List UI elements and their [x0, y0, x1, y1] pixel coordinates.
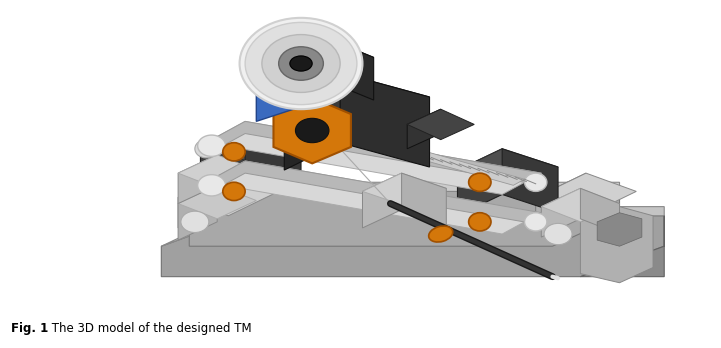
Ellipse shape — [262, 34, 340, 93]
Polygon shape — [162, 207, 664, 246]
Polygon shape — [457, 149, 558, 188]
Polygon shape — [284, 39, 329, 106]
Polygon shape — [189, 191, 619, 246]
Polygon shape — [329, 127, 524, 185]
Ellipse shape — [290, 56, 312, 71]
Ellipse shape — [524, 213, 547, 231]
Ellipse shape — [469, 213, 491, 231]
Polygon shape — [363, 173, 402, 228]
Ellipse shape — [278, 47, 324, 80]
Polygon shape — [206, 161, 541, 225]
Polygon shape — [162, 216, 664, 277]
Ellipse shape — [239, 18, 363, 109]
Polygon shape — [580, 188, 619, 234]
Polygon shape — [257, 70, 312, 121]
Ellipse shape — [195, 140, 217, 158]
Ellipse shape — [223, 182, 245, 200]
Polygon shape — [502, 149, 558, 213]
Polygon shape — [536, 173, 637, 216]
Polygon shape — [580, 207, 653, 283]
Polygon shape — [206, 121, 541, 195]
Polygon shape — [178, 173, 229, 228]
Polygon shape — [178, 185, 257, 219]
Polygon shape — [178, 185, 217, 240]
Polygon shape — [363, 173, 446, 207]
Polygon shape — [541, 188, 580, 237]
Polygon shape — [340, 73, 430, 167]
Polygon shape — [407, 109, 441, 149]
Polygon shape — [536, 173, 586, 228]
Polygon shape — [284, 73, 340, 170]
Text: The 3D model of the designed TM: The 3D model of the designed TM — [48, 322, 252, 335]
Polygon shape — [597, 213, 642, 246]
Polygon shape — [178, 155, 217, 204]
Polygon shape — [189, 182, 619, 222]
Text: Fig. 1: Fig. 1 — [11, 322, 48, 335]
Polygon shape — [206, 121, 541, 185]
Polygon shape — [580, 216, 664, 277]
Ellipse shape — [245, 22, 357, 105]
Polygon shape — [257, 70, 340, 100]
Ellipse shape — [544, 223, 572, 245]
Ellipse shape — [198, 175, 226, 196]
Polygon shape — [200, 125, 245, 191]
Polygon shape — [200, 125, 301, 164]
Polygon shape — [245, 125, 301, 188]
Ellipse shape — [469, 173, 491, 191]
Polygon shape — [407, 109, 474, 140]
Polygon shape — [402, 173, 446, 225]
Polygon shape — [284, 73, 430, 125]
Ellipse shape — [223, 143, 245, 161]
Polygon shape — [329, 39, 373, 100]
Ellipse shape — [198, 135, 226, 156]
Ellipse shape — [429, 226, 453, 242]
Polygon shape — [178, 173, 278, 216]
Ellipse shape — [181, 211, 209, 232]
Polygon shape — [273, 97, 351, 164]
Polygon shape — [178, 155, 257, 188]
Polygon shape — [457, 149, 502, 216]
Ellipse shape — [296, 118, 329, 143]
Polygon shape — [284, 39, 373, 82]
Polygon shape — [541, 188, 619, 222]
Ellipse shape — [524, 173, 547, 191]
Polygon shape — [206, 161, 541, 234]
